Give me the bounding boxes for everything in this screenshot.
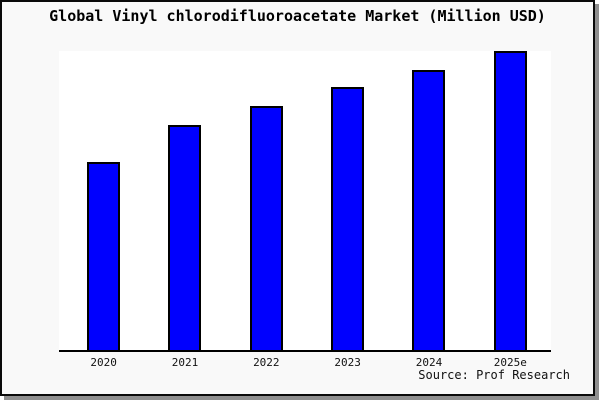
x-tick-label-2021: 2021: [171, 356, 199, 369]
bar-2023: [331, 87, 365, 350]
x-tick-label-2020: 2020: [90, 356, 117, 369]
plot-area: [59, 51, 551, 352]
chart-title: Global Vinyl chlorodifluoroacetate Marke…: [49, 7, 546, 25]
bar-slot-2022: [226, 51, 307, 350]
x-tick-label-2025e: 2025e: [493, 356, 527, 369]
bar-2021: [168, 124, 202, 350]
x-tick-label-2023: 2023: [334, 356, 361, 369]
bars-container: [59, 51, 551, 350]
bar-2025e: [493, 51, 527, 350]
bar-slot-2021: [144, 51, 225, 350]
bar-slot-2025e: [470, 51, 551, 350]
x-tick-label-2022: 2022: [253, 356, 280, 369]
x-axis-labels: 2020 2021 2022 2023 2024 2025e: [59, 356, 551, 369]
bar-2020: [87, 162, 121, 350]
x-tick-label-2024: 2024: [415, 356, 443, 369]
bar-2024: [412, 69, 446, 350]
source-credit: Source: Prof Research: [418, 368, 570, 382]
bar-slot-2024: [388, 51, 469, 350]
bar-slot-2020: [63, 51, 144, 350]
bar-2022: [249, 106, 283, 350]
bar-slot-2023: [307, 51, 388, 350]
